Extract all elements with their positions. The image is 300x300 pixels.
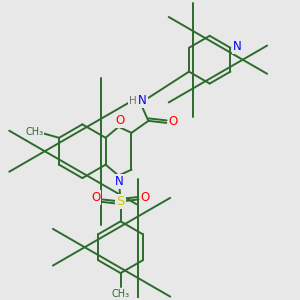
- Text: N: N: [115, 175, 124, 188]
- Text: O: O: [115, 114, 124, 128]
- Text: O: O: [169, 116, 178, 128]
- Text: O: O: [141, 191, 150, 204]
- Text: CH₃: CH₃: [25, 127, 43, 137]
- Text: O: O: [91, 191, 100, 204]
- Text: H: H: [129, 96, 136, 106]
- Text: N: N: [138, 94, 147, 107]
- Text: CH₃: CH₃: [112, 289, 130, 299]
- Text: S: S: [116, 195, 125, 208]
- Text: N: N: [233, 40, 242, 53]
